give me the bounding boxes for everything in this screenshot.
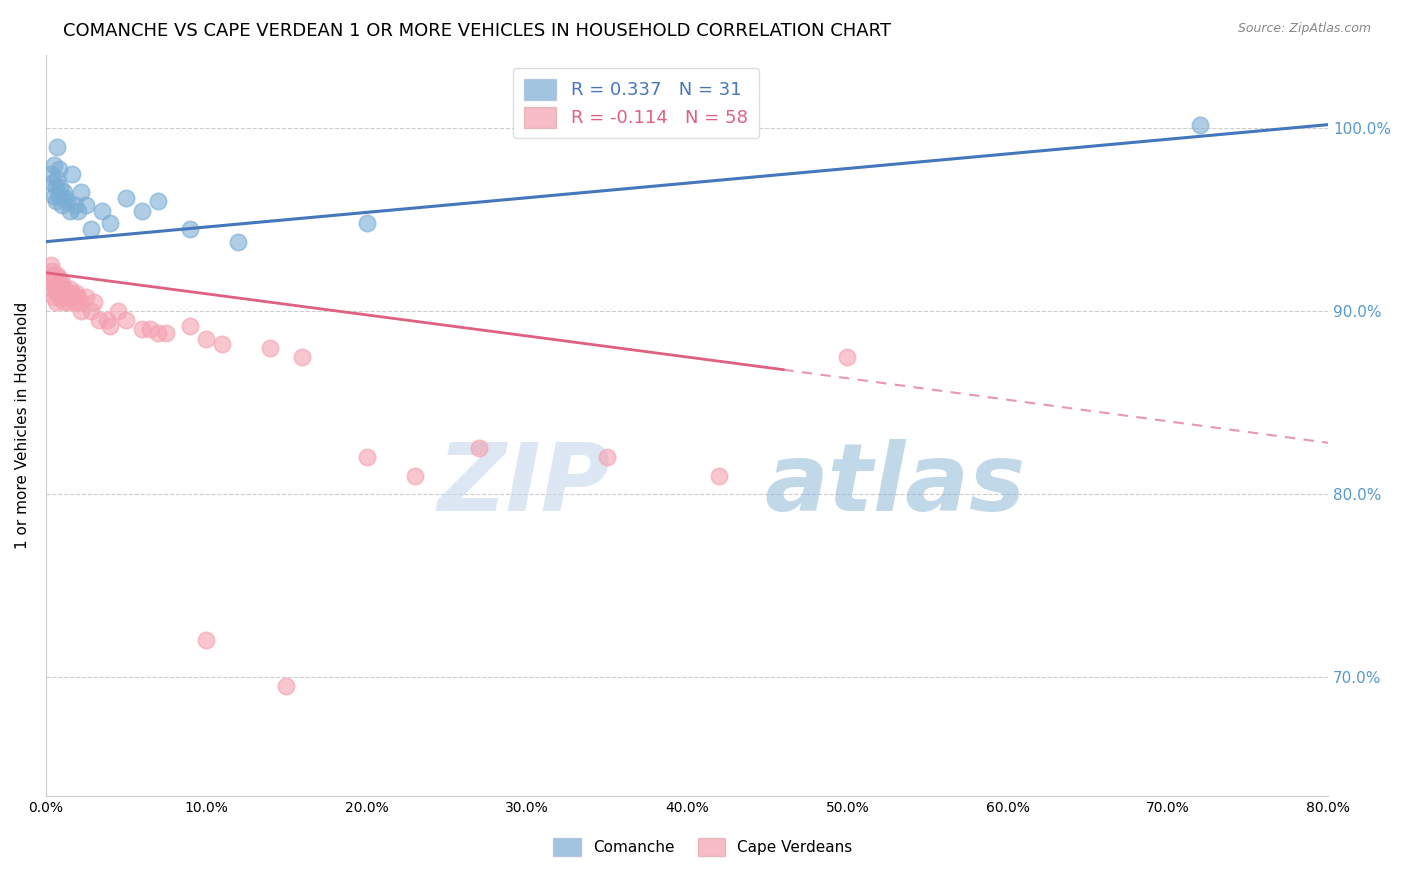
Point — [115, 191, 138, 205]
Point — [63, 295, 86, 310]
Point — [59, 282, 82, 296]
Point — [53, 191, 76, 205]
Text: ZIP: ZIP — [437, 439, 610, 531]
Point — [58, 295, 80, 310]
Point — [66, 289, 89, 303]
Point — [356, 216, 378, 230]
Point — [45, 194, 67, 209]
Point — [52, 186, 75, 200]
Text: COMANCHE VS CAPE VERDEAN 1 OR MORE VEHICLES IN HOUSEHOLD CORRELATION CHART: COMANCHE VS CAPE VERDEAN 1 OR MORE VEHIC… — [63, 22, 891, 40]
Point — [98, 318, 121, 333]
Point — [42, 268, 65, 282]
Point — [115, 313, 138, 327]
Point — [195, 332, 218, 346]
Point — [45, 271, 67, 285]
Point — [596, 450, 619, 465]
Point — [56, 289, 79, 303]
Point — [49, 277, 72, 291]
Point — [48, 189, 70, 203]
Point — [139, 322, 162, 336]
Point — [146, 194, 169, 209]
Point — [48, 271, 70, 285]
Point — [41, 264, 63, 278]
Point — [226, 235, 249, 249]
Point — [291, 350, 314, 364]
Point — [65, 285, 87, 300]
Point — [49, 179, 72, 194]
Point — [259, 341, 281, 355]
Point — [62, 289, 84, 303]
Point — [356, 450, 378, 465]
Point — [75, 289, 97, 303]
Point — [60, 167, 83, 181]
Point — [91, 203, 114, 218]
Legend: R = 0.337   N = 31, R = -0.114   N = 58: R = 0.337 N = 31, R = -0.114 N = 58 — [513, 68, 758, 138]
Point — [70, 304, 93, 318]
Point — [179, 318, 201, 333]
Point — [41, 176, 63, 190]
Point — [83, 295, 105, 310]
Point — [42, 189, 65, 203]
Point — [46, 172, 69, 186]
Point — [38, 271, 60, 285]
Point — [42, 158, 65, 172]
Point — [49, 289, 72, 303]
Point — [707, 468, 730, 483]
Point — [42, 289, 65, 303]
Point — [37, 268, 59, 282]
Point — [467, 442, 489, 456]
Text: Source: ZipAtlas.com: Source: ZipAtlas.com — [1237, 22, 1371, 36]
Point — [59, 203, 82, 218]
Point — [276, 679, 298, 693]
Point — [80, 304, 103, 318]
Y-axis label: 1 or more Vehicles in Household: 1 or more Vehicles in Household — [15, 301, 30, 549]
Point — [107, 304, 129, 318]
Point — [41, 282, 63, 296]
Point — [51, 285, 73, 300]
Point — [39, 167, 62, 181]
Point — [52, 282, 75, 296]
Point — [52, 295, 75, 310]
Point — [56, 194, 79, 209]
Point — [80, 222, 103, 236]
Point — [131, 203, 153, 218]
Point — [146, 326, 169, 340]
Point — [46, 139, 69, 153]
Point — [51, 275, 73, 289]
Point — [179, 222, 201, 236]
Point — [45, 179, 67, 194]
Point — [48, 161, 70, 176]
Point — [46, 268, 69, 282]
Point — [48, 285, 70, 300]
Text: atlas: atlas — [763, 439, 1025, 531]
Point — [195, 633, 218, 648]
Legend: Comanche, Cape Verdeans: Comanche, Cape Verdeans — [547, 832, 859, 862]
Point — [39, 275, 62, 289]
Point — [42, 277, 65, 291]
Point — [70, 186, 93, 200]
Point — [404, 468, 426, 483]
Point — [131, 322, 153, 336]
Point — [1188, 118, 1211, 132]
Point — [837, 350, 859, 364]
Point — [211, 337, 233, 351]
Point — [96, 313, 118, 327]
Point — [155, 326, 177, 340]
Point — [60, 285, 83, 300]
Point — [39, 259, 62, 273]
Point — [51, 198, 73, 212]
Point — [63, 198, 86, 212]
Point — [75, 198, 97, 212]
Point — [46, 285, 69, 300]
Point — [69, 295, 91, 310]
Point — [87, 313, 110, 327]
Point — [98, 216, 121, 230]
Point — [53, 285, 76, 300]
Point — [66, 203, 89, 218]
Point — [45, 282, 67, 296]
Point — [45, 295, 67, 310]
